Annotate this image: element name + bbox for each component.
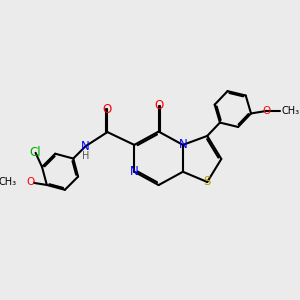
Text: CH₃: CH₃ <box>0 177 16 188</box>
Text: S: S <box>204 176 211 188</box>
Text: H: H <box>82 151 90 161</box>
Text: O: O <box>103 103 112 116</box>
Text: Cl: Cl <box>30 146 41 159</box>
Text: O: O <box>27 177 35 188</box>
Text: N: N <box>81 140 90 153</box>
Text: N: N <box>130 165 139 178</box>
Text: O: O <box>154 100 163 112</box>
Text: N: N <box>178 138 187 152</box>
Text: O: O <box>263 106 271 116</box>
Text: CH₃: CH₃ <box>281 106 299 116</box>
